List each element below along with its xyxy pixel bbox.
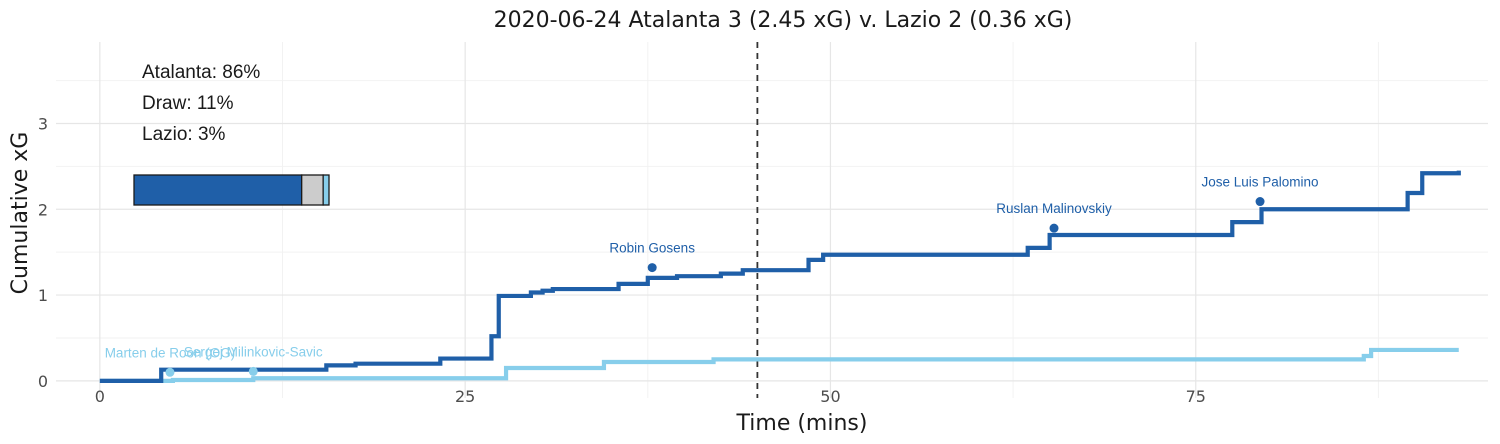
series-line-atalanta bbox=[99, 170, 1461, 383]
x-axis-title: Time (mins) bbox=[736, 411, 868, 436]
probability-label: Lazio: 3% bbox=[142, 124, 226, 145]
y-axis-title: Cumulative xG bbox=[8, 132, 33, 295]
goal-label: Robin Gosens bbox=[609, 241, 695, 256]
goal-marker bbox=[1255, 197, 1265, 207]
axis-ticks: 0 25 50 75 0 1 2 3 bbox=[38, 114, 1206, 406]
goal-marker bbox=[248, 366, 258, 376]
goal-marker bbox=[647, 263, 657, 273]
goal-label: Ruslan Malinovskiy bbox=[996, 201, 1112, 216]
goal-label: Marten de Roon (OG) bbox=[105, 345, 236, 360]
y-tick-label: 2 bbox=[38, 200, 48, 219]
goal-label: Sergej Milinkovic-Savic bbox=[184, 344, 323, 359]
chart-title: 2020-06-24 Atalanta 3 (2.45 xG) v. Lazio… bbox=[494, 8, 1073, 33]
probability-bar-segment bbox=[301, 174, 324, 206]
y-tick-label: 1 bbox=[38, 286, 48, 305]
probability-bar-segment bbox=[322, 174, 330, 206]
grid-lines bbox=[56, 42, 1488, 398]
y-tick-label: 3 bbox=[38, 114, 48, 133]
series-lines bbox=[99, 170, 1461, 383]
x-tick-label: 50 bbox=[820, 387, 840, 406]
goal-label: Jose Luis Palomino bbox=[1202, 175, 1319, 190]
x-tick-label: 0 bbox=[95, 387, 105, 406]
goal-marker bbox=[165, 367, 175, 377]
x-tick-label: 25 bbox=[455, 387, 475, 406]
x-tick-label: 75 bbox=[1186, 387, 1206, 406]
goal-markers: Robin Gosens Ruslan Malinovskiy Jose Luis … bbox=[105, 175, 1319, 377]
win-probability-panel: Atalanta: 86% Draw: 11% Lazio: 3% bbox=[133, 62, 330, 206]
y-tick-label: 0 bbox=[38, 372, 48, 391]
probability-label: Atalanta: 86% bbox=[142, 62, 260, 83]
probability-bar-segment bbox=[133, 174, 303, 206]
goal-marker bbox=[1049, 223, 1059, 233]
probability-label: Draw: 11% bbox=[142, 93, 234, 114]
series-line-lazio bbox=[99, 347, 1459, 383]
